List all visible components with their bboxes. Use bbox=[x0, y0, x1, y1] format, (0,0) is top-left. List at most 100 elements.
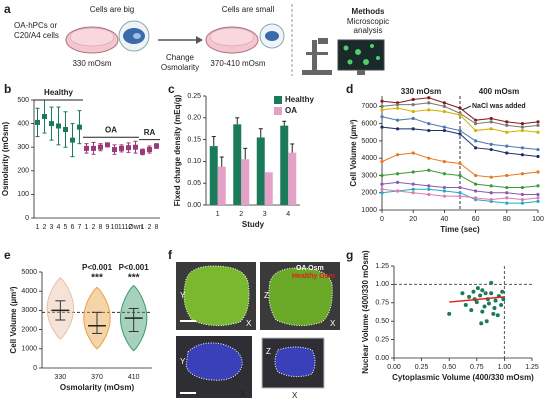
point bbox=[495, 313, 500, 318]
point bbox=[396, 172, 400, 176]
point bbox=[447, 311, 452, 316]
y-tick-label: 2000 bbox=[21, 326, 37, 333]
point bbox=[411, 170, 415, 174]
y-tick-label: 0.15 bbox=[187, 136, 201, 143]
point bbox=[489, 127, 493, 131]
point bbox=[427, 122, 431, 126]
point bbox=[380, 99, 384, 103]
point bbox=[505, 185, 509, 190]
point bbox=[380, 115, 384, 119]
x-axis-label: Study bbox=[242, 220, 265, 229]
y-tick-label: 0.25 bbox=[375, 336, 389, 343]
point bbox=[505, 173, 509, 178]
point bbox=[442, 101, 446, 105]
point bbox=[536, 123, 540, 127]
x-tick-label: 10 bbox=[111, 224, 119, 231]
x-tick-label: 8 bbox=[155, 224, 159, 231]
panel-letter: c bbox=[168, 82, 175, 96]
microscope bbox=[302, 38, 332, 75]
marker bbox=[63, 127, 68, 132]
point bbox=[427, 192, 431, 197]
panel-letter: g bbox=[346, 248, 353, 262]
x-tick-label: 4 bbox=[286, 211, 290, 218]
methods-text: analysis bbox=[354, 26, 383, 35]
y-tick-label: 100 bbox=[17, 191, 29, 198]
point bbox=[505, 130, 509, 134]
axis-letter: X bbox=[292, 391, 298, 400]
x-tick-label: 12 bbox=[125, 224, 133, 231]
stars: *** bbox=[91, 273, 103, 284]
y-axis-label: Cell Volume (µm³) bbox=[9, 286, 18, 353]
phase-label: 330 mOsm bbox=[401, 87, 441, 96]
point bbox=[474, 182, 478, 186]
point bbox=[411, 182, 415, 186]
y-axis-label: Osmolarity (mOsm) bbox=[1, 122, 10, 197]
point bbox=[520, 122, 525, 126]
point bbox=[442, 189, 446, 193]
axis-letter: Y bbox=[180, 291, 186, 300]
monitor-cells bbox=[343, 44, 380, 65]
y-tick-label: 1.25 bbox=[375, 263, 389, 270]
x-tick-label: 0.75 bbox=[470, 364, 484, 371]
point bbox=[427, 156, 431, 160]
methods-text: Microscopic bbox=[347, 17, 389, 26]
point bbox=[427, 96, 431, 100]
big-label: Cells are big bbox=[90, 5, 134, 14]
point bbox=[505, 144, 509, 148]
bar bbox=[217, 166, 226, 205]
panel-letter: e bbox=[4, 248, 11, 262]
legend-swatch bbox=[274, 107, 282, 115]
marker bbox=[112, 147, 117, 153]
point bbox=[483, 291, 488, 296]
p-value: P<0.001 bbox=[119, 263, 150, 272]
point bbox=[427, 187, 431, 191]
nucleus-3d bbox=[185, 342, 243, 381]
marker bbox=[133, 144, 138, 150]
bar bbox=[264, 172, 273, 205]
marker bbox=[77, 124, 82, 130]
point bbox=[442, 125, 446, 129]
point bbox=[520, 146, 525, 150]
bar bbox=[288, 152, 297, 205]
point bbox=[396, 180, 400, 184]
dish-medium bbox=[209, 27, 255, 47]
event-label: NaCl was added bbox=[472, 103, 526, 110]
bar bbox=[280, 125, 289, 205]
point bbox=[489, 142, 493, 146]
point bbox=[411, 103, 415, 107]
x-tick-label: 0.00 bbox=[387, 364, 401, 371]
cells-label: C20/A4 cells bbox=[14, 31, 59, 40]
osm-before: 330 mOsm bbox=[72, 59, 111, 68]
point bbox=[478, 293, 483, 298]
point bbox=[458, 128, 462, 133]
y-axis-label: Cell Volume (µm³) bbox=[349, 119, 358, 186]
point bbox=[489, 198, 493, 202]
point bbox=[396, 153, 400, 157]
point bbox=[480, 309, 485, 314]
x-tick-label: 1.00 bbox=[498, 364, 512, 371]
axis-letter: Z bbox=[266, 347, 271, 356]
point bbox=[469, 308, 474, 313]
point bbox=[536, 154, 540, 159]
y-tick-label: 0.25 bbox=[187, 93, 201, 100]
point bbox=[536, 192, 540, 197]
point bbox=[520, 201, 525, 205]
point bbox=[460, 291, 465, 296]
legend-label: Healthy bbox=[285, 95, 314, 104]
x-tick-label: 1 bbox=[216, 211, 220, 218]
x-tick-label: 3 bbox=[263, 211, 267, 218]
marker bbox=[84, 145, 89, 151]
x-tick-label: 9 bbox=[106, 224, 110, 231]
point bbox=[536, 199, 540, 203]
point bbox=[474, 300, 479, 305]
group-label: OA bbox=[105, 125, 117, 134]
point bbox=[442, 104, 446, 108]
point bbox=[458, 185, 462, 190]
marker bbox=[35, 119, 40, 125]
marker bbox=[126, 145, 131, 151]
point bbox=[458, 132, 462, 136]
y-tick-label: 0 bbox=[25, 215, 29, 222]
x-tick-label: 20 bbox=[409, 216, 417, 223]
point bbox=[471, 289, 476, 294]
legend-label: OA bbox=[285, 106, 297, 115]
